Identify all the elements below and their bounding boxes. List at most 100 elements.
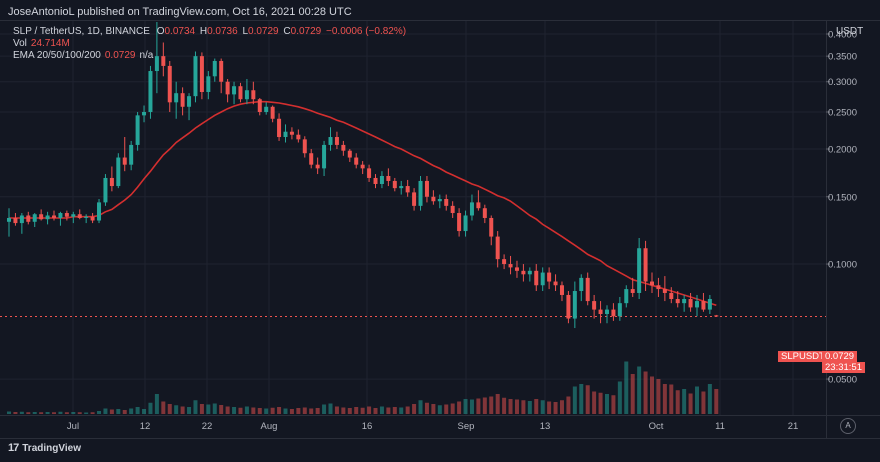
time-axis[interactable]: Jul 12 22 Aug 16 Sep 13 Oct 11 21	[67, 421, 798, 432]
price-tick-label: 0.1000	[828, 260, 857, 271]
volume-bar	[592, 391, 597, 414]
candle-body	[418, 180, 423, 206]
candle-body	[322, 144, 327, 169]
currency-label[interactable]: USDT	[836, 26, 864, 37]
candle	[424, 175, 429, 203]
candle-body	[540, 272, 545, 286]
candle-body	[579, 277, 584, 292]
candle-body	[392, 180, 397, 189]
volume-bar	[495, 394, 500, 414]
candle-body	[707, 299, 712, 310]
volume-bar	[167, 404, 172, 414]
volume-bar	[244, 406, 249, 414]
volume-bar	[206, 404, 211, 414]
volume-bar	[399, 407, 404, 414]
volume-bar	[174, 405, 179, 414]
candle	[341, 140, 346, 156]
candle	[386, 168, 391, 187]
candle-body	[77, 214, 82, 218]
candle	[187, 93, 192, 121]
ema-label[interactable]: EMA 20/50/100/200	[13, 50, 101, 61]
candle-body	[508, 264, 513, 268]
candle-body	[469, 202, 474, 216]
candle	[283, 124, 288, 143]
candle-body	[714, 315, 719, 317]
volume-bar	[64, 412, 69, 414]
volume-bar	[598, 392, 603, 414]
volume-bar	[662, 384, 667, 414]
volume-bar	[482, 397, 487, 414]
candle-body	[656, 285, 661, 290]
volume-bar	[354, 407, 359, 414]
auto-scale-button[interactable]: A	[840, 418, 856, 434]
price-tick-label: 0.2500	[828, 107, 857, 118]
candle	[58, 211, 63, 226]
volume-bar	[283, 408, 288, 414]
volume-bar	[7, 411, 11, 414]
price-tick-label: 0.4000	[828, 30, 857, 41]
candle	[579, 274, 584, 302]
price-axis[interactable]: 0.4000 0.3500 0.3000 0.2500 0.2000 0.1500 0.10…	[826, 30, 857, 386]
candle	[32, 213, 37, 228]
candle	[84, 214, 89, 224]
candle	[379, 171, 384, 189]
candle-body	[482, 208, 487, 218]
volume-bar	[193, 400, 198, 414]
candle-body	[650, 281, 654, 286]
symbol-name[interactable]: SLP / TetherUS, 1D, BINANCE	[13, 26, 150, 37]
volume-bar	[257, 408, 262, 414]
candle-body	[219, 60, 224, 82]
candle-body	[457, 213, 462, 232]
candle	[161, 42, 166, 77]
candle-body	[373, 177, 378, 184]
candle-body	[463, 215, 468, 232]
volume-bar	[444, 404, 449, 414]
volume-bar	[489, 396, 494, 414]
candle	[495, 231, 500, 268]
volume-bar	[26, 412, 31, 414]
candle	[322, 140, 327, 176]
low-label: L	[242, 26, 249, 37]
candle-body	[32, 214, 37, 222]
volume-bar	[225, 406, 230, 414]
candle-body	[688, 299, 693, 308]
candle-body	[64, 213, 69, 217]
candle	[19, 213, 24, 234]
volume-bar	[135, 407, 140, 414]
candle-body	[341, 144, 346, 151]
candle	[418, 175, 423, 211]
candle-body	[154, 56, 159, 72]
volume-bar	[392, 407, 397, 414]
volume-label[interactable]: Vol	[13, 38, 27, 49]
candle	[45, 211, 50, 225]
candle-body	[212, 60, 217, 77]
candle	[662, 276, 667, 302]
candle-body	[476, 202, 481, 209]
volume-bar	[77, 412, 82, 414]
candle	[637, 237, 642, 300]
candle-body	[161, 56, 166, 66]
candle-body	[379, 175, 384, 184]
candle	[431, 190, 436, 205]
candle	[540, 267, 545, 292]
candle-body	[328, 137, 333, 145]
open-label: O	[156, 26, 165, 37]
candle	[630, 277, 635, 297]
candle-body	[437, 198, 442, 202]
volume-bar	[643, 371, 648, 414]
candle-body	[129, 144, 134, 165]
tradingview-logo[interactable]: 17 TradingView	[8, 442, 81, 454]
candle-body	[122, 157, 127, 165]
volume-bar	[457, 401, 462, 414]
candle	[180, 87, 185, 116]
candle-body	[617, 303, 622, 317]
candle-body	[598, 309, 603, 315]
candle	[701, 292, 706, 312]
time-tick-label: Aug	[261, 421, 278, 432]
volume-bar	[154, 394, 159, 414]
volume-bar	[122, 410, 127, 414]
candle	[116, 153, 121, 189]
volume-bar	[52, 412, 57, 414]
volume-bar	[514, 399, 519, 414]
